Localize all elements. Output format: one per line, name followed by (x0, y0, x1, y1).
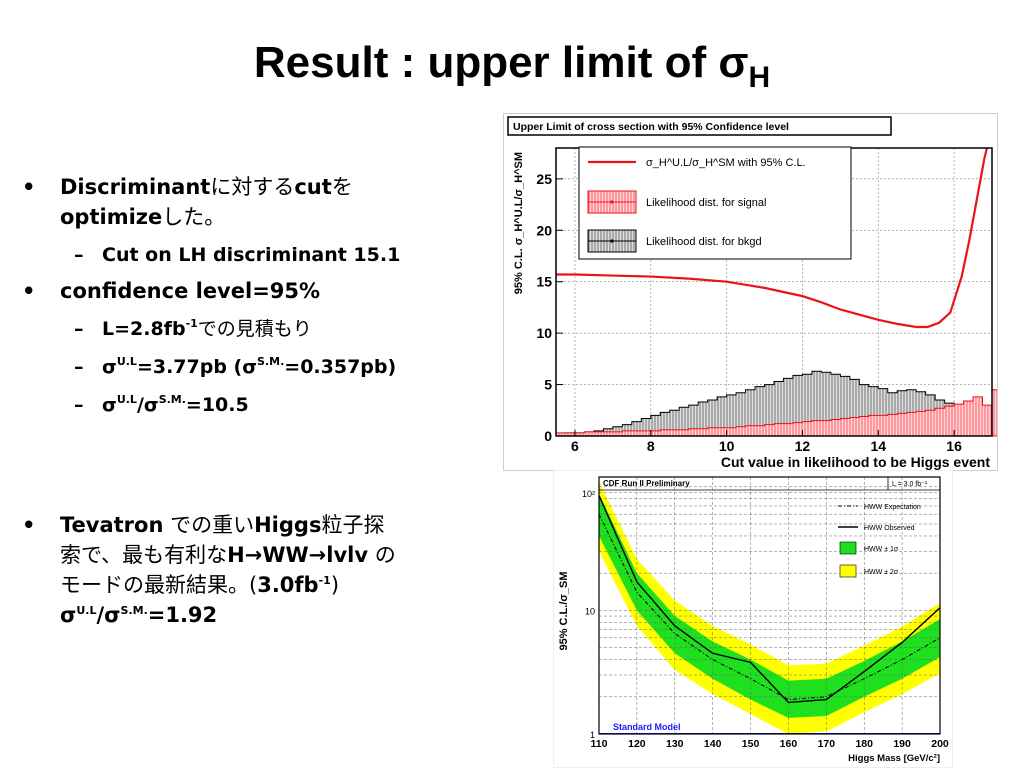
y-tick-label: 10 (536, 325, 552, 341)
expected-line (599, 513, 940, 701)
x-tick-label: 180 (855, 738, 873, 750)
upper-limit-chart: Upper Limit of cross section with 95% Co… (507, 116, 1024, 470)
chart2-legend: HWW Expectation HWW Observed HWW ± 1σ HWW ±… (838, 504, 921, 578)
chart2-title: CDF Run II Preliminary (603, 479, 690, 488)
slide-title: Result : upper limit of σH (253, 38, 771, 94)
chart2-plot-area (599, 477, 940, 734)
x-tick-label: 120 (628, 738, 646, 750)
x-tick-label: 130 (666, 738, 684, 750)
cdf-limit-chart-panel: Standard Model CDF Run II Preliminary L = … (553, 470, 953, 768)
chart1-legend: σ_H^U.L/σ_H^SM with 95% C.L. Likelihood d… (578, 146, 852, 260)
chart2-lumi-label: L = 3.0 fb⁻¹ (892, 481, 928, 488)
x-tick-label: 14 (870, 438, 886, 454)
legend-2sigma-swatch (839, 564, 857, 578)
legend-signal-dot (610, 200, 614, 204)
chart1-xlabel: Cut value in likelihood to be Higgs even… (721, 454, 990, 470)
legend-bkgd-label: Likelihood dist. for bkgd (646, 236, 762, 248)
y-tick-label: 25 (536, 171, 552, 187)
chart1-title-box (507, 116, 892, 136)
y-tick-label: 10 (585, 606, 595, 616)
x-tick-label: 190 (893, 738, 911, 750)
bullet-confidence: confidence level=95% (22, 276, 500, 306)
sub-bullet-cut: Cut on LH discriminant 15.1 (22, 238, 500, 272)
legend-1sigma-label: HWW ± 1σ (864, 546, 899, 553)
x-tick-label: 12 (795, 438, 811, 454)
x-tick-label: 150 (742, 738, 760, 750)
chart2-ylabel: 95% C.L./σ_SM (558, 571, 570, 650)
x-tick-label: 170 (818, 738, 836, 750)
legend-bkgd-dot (610, 239, 614, 243)
y-tick-label: 1 (590, 730, 595, 740)
x-tick-label: 8 (647, 438, 655, 454)
chart1-ylabel: 95% C.L. σ_H^U.L/σ_H^SM (513, 152, 525, 294)
cdf-limit-chart: Standard Model CDF Run II Preliminary L = … (558, 476, 949, 764)
standard-model-label: Standard Model (613, 722, 681, 732)
x-tick-label: 110 (591, 738, 608, 750)
x-tick-label: 6 (571, 438, 579, 454)
y-tick-label: 10² (582, 489, 595, 499)
upper-limit-line (556, 148, 989, 329)
legend-expected-label: HWW Expectation (864, 504, 921, 511)
x-tick-label: 10 (719, 438, 735, 454)
upper-limit-chart-panel: Upper Limit of cross section with 95% Co… (503, 113, 1024, 471)
y-tick-label: 20 (536, 222, 552, 238)
legend-observed-label: HWW Observed (864, 525, 915, 532)
x-tick-label: 160 (780, 738, 798, 750)
sub-bullet-ratio: σU.L/σS.M.=10.5 (22, 388, 500, 422)
x-tick-label: 200 (931, 738, 949, 750)
legend-ul-label: σ_H^U.L/σ_H^SM with 95% C.L. (646, 157, 806, 169)
y-tick-label: 0 (544, 428, 552, 444)
observed-line (599, 495, 940, 704)
sub-bullet-lumi: L=2.8fb-1での見積もり (22, 312, 500, 346)
chart1-title: Upper Limit of cross section with 95% Co… (513, 121, 789, 133)
legend-signal-label: Likelihood dist. for signal (646, 197, 766, 209)
signal-histogram (555, 378, 1024, 437)
y-tick-label: 15 (536, 274, 552, 290)
chart2-frame (598, 476, 941, 735)
sub-bullet-sigma: σU.L=3.77pb (σS.M.=0.357pb) (22, 350, 500, 384)
legend-1sigma-swatch (839, 541, 857, 555)
x-tick-label: 16 (946, 438, 962, 454)
x-tick-label: 140 (704, 738, 722, 750)
chart2-xlabel: Higgs Mass [GeV/c²] (848, 753, 940, 764)
y-tick-label: 5 (544, 377, 552, 393)
legend-2sigma-label: HWW ± 2σ (864, 569, 899, 576)
one-sigma-band (599, 493, 940, 718)
